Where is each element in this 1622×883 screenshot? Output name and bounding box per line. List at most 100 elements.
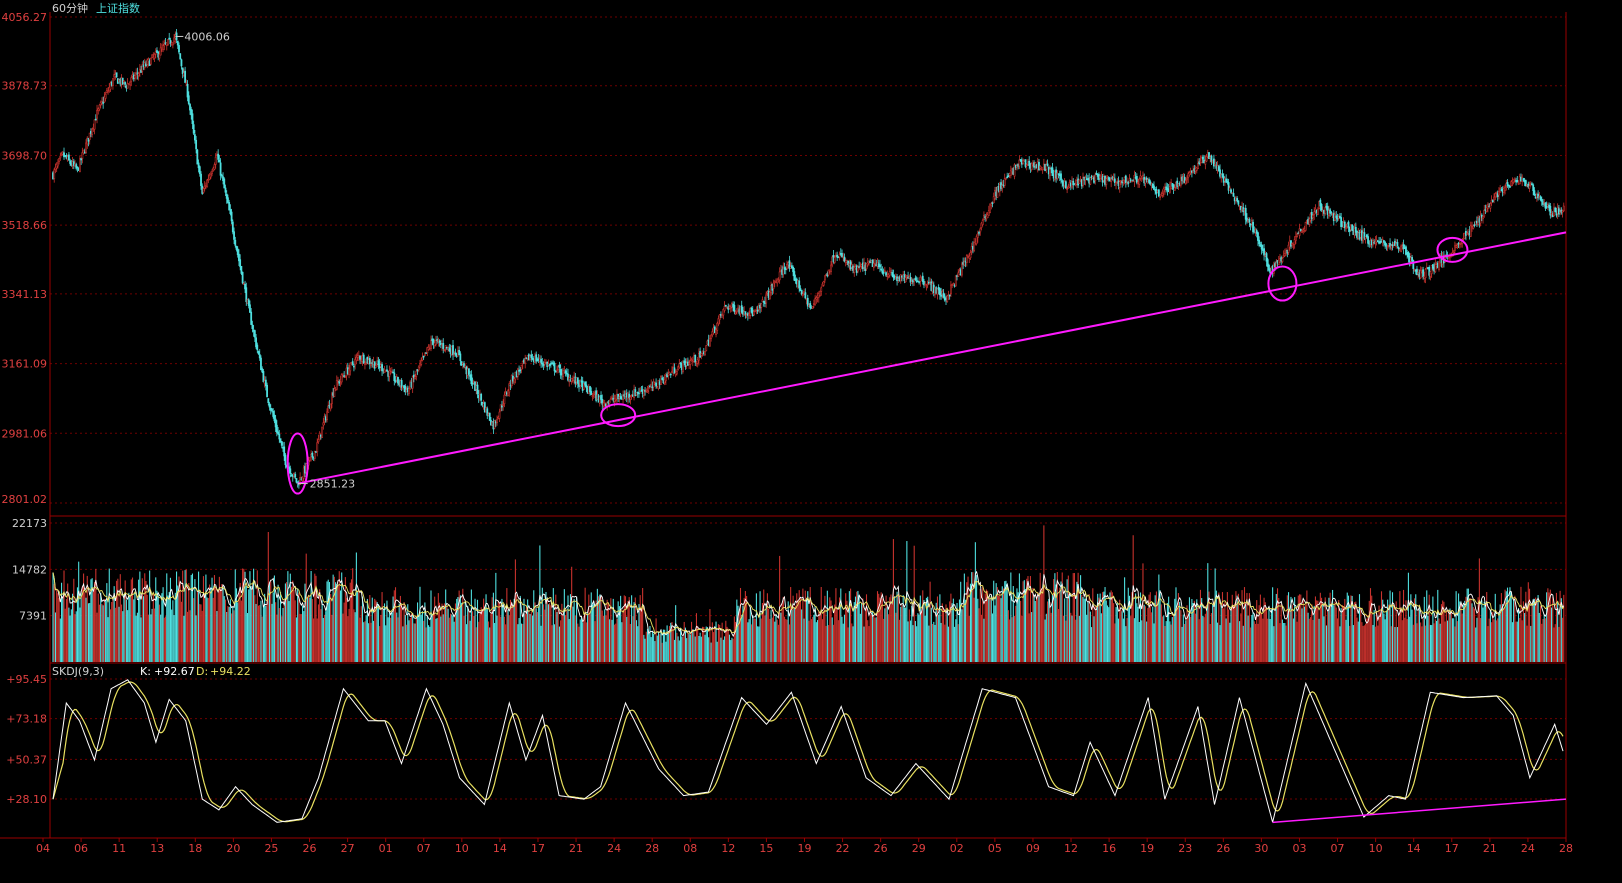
candle-body [1389,243,1391,247]
candle-body [1187,173,1190,179]
candle-body [756,309,759,312]
candle-body [266,384,268,398]
candle-body [1293,239,1296,245]
candle-body [488,412,491,421]
candle-body [990,203,993,206]
skdj-k-line [52,679,1564,823]
candle-body [1308,218,1311,225]
candle-body [628,393,631,398]
time-tick-label: 12 [1064,842,1078,855]
candle-body [996,186,999,198]
skdj-trendline [1272,798,1567,824]
candle-body [355,356,358,361]
candle-body [187,95,190,104]
candle-body [321,426,324,438]
candle-body [168,37,171,40]
candle-body [664,375,667,382]
candle-body [986,214,989,219]
price-tick-label: 3161.09 [2,358,48,371]
candle-body [1438,261,1440,270]
touch-point-circle [600,403,637,428]
candle-body [853,267,856,273]
candle-body [682,360,684,372]
candle-body [169,40,172,45]
candle-body [1554,207,1557,213]
candle-body [381,364,383,372]
skdj-legend-name: SKDJ(9,3) [52,665,104,678]
candle-body [499,404,502,412]
candle-body [173,37,176,42]
candle-body [827,269,830,276]
candle-body [1482,215,1484,220]
candle-body [677,366,680,371]
candle-body [609,398,612,401]
candle-body [268,403,271,408]
candle-body [709,338,711,347]
candle-body [81,152,84,159]
candle-body [792,267,794,273]
skdj-k-value: +92.67 [154,665,195,678]
candle-body [404,385,407,393]
volume-moving-averages [52,570,1565,637]
candle-body [185,82,188,85]
candle-body [914,277,917,281]
candle-body [91,128,94,135]
candle-body [540,359,542,363]
candle-body [442,343,445,349]
candle-body [666,373,668,378]
candle-body [208,174,211,180]
candle-body [885,272,887,276]
candle-body [1429,271,1432,278]
time-tick-label: 26 [874,842,888,855]
candle-body [1013,164,1016,177]
candle-body [271,408,273,412]
candle-body [1030,163,1033,170]
candle-body [909,277,912,283]
volume-ma10 [52,572,1565,635]
candle-body [740,305,743,313]
candle-body [1131,180,1133,183]
candle-body [415,371,418,377]
candle-body [146,59,149,65]
candle-body [925,285,928,288]
candle-body [772,282,775,289]
candle-body [788,260,791,270]
candle-body [408,388,410,394]
candle-body [1082,177,1084,186]
time-tick-label: 07 [1331,842,1345,855]
candle-body [202,188,205,193]
candle-body [946,295,949,302]
candle-body [1298,228,1301,236]
candle-body [1378,242,1380,244]
time-tick-label: 12 [721,842,735,855]
candle-body [1232,193,1235,197]
candle-body [798,280,801,289]
candle-body [1265,253,1268,262]
candle-body [619,396,622,400]
candle-body [717,318,720,325]
candle-body [154,51,157,55]
candle-body [1145,177,1148,180]
candle-body [1236,198,1239,202]
time-tick-label: 29 [912,842,926,855]
candle-body [1135,176,1138,183]
candle-body [1157,189,1160,197]
candle-body [1419,270,1422,279]
candle-body [373,361,376,369]
candle-body [1188,172,1191,176]
candle-body [162,45,164,50]
candle-body [1217,166,1220,171]
candle-body [1221,173,1224,178]
candle-body [1009,170,1012,176]
candle-body [115,72,118,78]
candle-body [1024,159,1027,167]
candle-body [921,275,924,282]
candle-body [179,53,182,60]
candle-body [793,271,796,281]
candle-body [163,43,166,47]
candle-body [978,231,980,234]
touch-point-circle [286,432,309,495]
candle-body [1192,170,1195,174]
candle-body [585,384,588,389]
candle-body [705,345,708,351]
